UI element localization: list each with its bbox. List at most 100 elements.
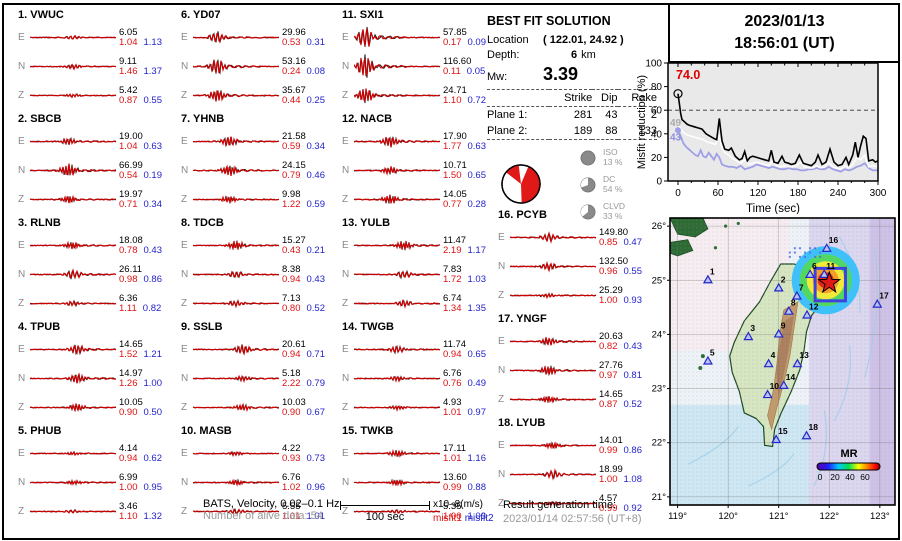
synthetic-trace (30, 34, 116, 40)
component-label: Z (181, 90, 188, 101)
trace-values: 20.63 0.82 0.43 (599, 331, 642, 352)
misfit1-value: 0.43 (282, 244, 301, 256)
amplitude-value: 14.01 (599, 434, 623, 446)
synthetic-trace (354, 194, 440, 204)
map-frame (669, 217, 896, 506)
component-label: Z (18, 402, 25, 413)
trace-values: 57.85 0.17 0.09 (443, 26, 486, 48)
misfit2-value: 0.82 (142, 302, 162, 314)
trace-values: 17.90 1.77 0.63 (443, 131, 486, 152)
misfit2-value: 0.43 (143, 244, 163, 256)
synthetic-trace (30, 372, 116, 384)
result-value: 2023/01/14 02:57:56 (UT+8) (503, 513, 642, 526)
misfit2-value: 1.32 (143, 510, 163, 522)
waveform-trace (193, 374, 279, 384)
misfit1-value: 0.82 (599, 340, 618, 352)
trace-values: 25.29 1.00 0.93 (599, 285, 642, 306)
trace-row: N 10.71 1.50 0.65 (342, 156, 500, 185)
misfit2-value: 1.37 (143, 65, 163, 77)
trace-values: 19.97 0.71 0.34 (119, 189, 162, 210)
amplitude-value: 7.83 (443, 263, 462, 275)
trace-values: 53.16 0.24 0.08 (282, 56, 325, 77)
station-panel: 3. RLNB E 18.08 0.78 0.43 N 26.11 0.98 0.86 Z 6.36… (18, 216, 176, 320)
amplitude-value: 57.85 (443, 26, 467, 38)
station-number: 13 (799, 350, 809, 360)
misfit2-value: 0.81 (623, 369, 643, 381)
waveform-trace (30, 344, 116, 356)
waveform-trace (193, 240, 279, 251)
component-label: E (181, 136, 188, 147)
trace-values: 6.36 1.11 0.82 (119, 292, 162, 314)
trace-values: 11.47 2.19 1.17 (443, 234, 486, 256)
amplitude-value: 11.47 (443, 234, 467, 246)
waveform-trace (30, 479, 116, 487)
amplitude-units: x10–8(m/s) (433, 499, 484, 510)
misfit1-value: 1.02 (282, 481, 301, 493)
waveform-trace (30, 93, 116, 99)
synthetic-trace (354, 57, 440, 77)
misfit1-value: 0.24 (282, 65, 301, 77)
trace-row: N 132.50 0.96 0.55 (498, 252, 656, 281)
station-name: 14. TWGB (342, 321, 394, 333)
misfit1-value: 0.53 (282, 36, 301, 48)
misfit1-value: 0.71 (119, 198, 138, 210)
y-tick-label: 40 (651, 129, 663, 140)
component-label: Z (342, 90, 349, 101)
amplitude-value: 24.15 (282, 159, 306, 171)
col-strike: Strike (549, 89, 593, 107)
trace-values: 14.01 0.99 0.86 (599, 434, 642, 456)
station-triangle (773, 328, 784, 338)
misfit2-value: 0.52 (623, 398, 643, 410)
station-triangle (792, 358, 803, 368)
component-label: N (181, 61, 189, 72)
misfit1-value: 0.79 (282, 169, 301, 181)
lat-tick-label: 26° (652, 221, 666, 232)
trace-row: E 17.90 1.77 0.63 (342, 127, 500, 156)
data-description: BATS, Velocity, 0.02–0.1 Hz Number of al… (203, 498, 340, 522)
misfit2-value: 0.86 (143, 273, 163, 285)
misfit1-value: 1.01 (443, 406, 462, 418)
misfit2-value: 1.35 (467, 302, 487, 314)
amplitude-value: 6.36 (119, 292, 138, 304)
component-label: Z (18, 90, 25, 101)
misfit1-value: 0.85 (599, 236, 618, 248)
trace-row: N 6.99 1.00 0.95 (18, 468, 176, 497)
misfit1-value: 1.00 (599, 294, 618, 306)
station-name: 7. YHNB (181, 113, 225, 125)
amplitude-value: 116.60 (443, 55, 472, 67)
amplitude-value: 17.11 (443, 442, 467, 454)
amplitude-value: 14.65 (599, 388, 623, 400)
misfit1-value: 0.94 (282, 348, 301, 360)
component-label: Z (181, 402, 188, 413)
amplitude-value: 26.11 (119, 263, 143, 275)
synthetic-trace (193, 136, 279, 147)
station-name: 10. MASB (181, 425, 232, 437)
waveform-trace (30, 508, 116, 514)
component-label: Z (181, 506, 188, 517)
lat-tick-label: 25° (652, 275, 666, 286)
trace-values: 29.96 0.53 0.31 (282, 27, 325, 48)
station-panel: 14. TWGB E 11.74 0.94 0.65 N 6.76 0.76 0.49 Z 4.93… (342, 320, 500, 424)
trace-values: 4.57 0.99 0.92 (599, 493, 642, 514)
trace-row: N 13.60 0.99 0.88 (342, 468, 500, 497)
misfit2-value: 0.96 (306, 481, 326, 493)
iso-beachball-icon (580, 150, 596, 165)
misfit2-value: 0.63 (143, 140, 163, 152)
decomposition-list: ISO 13 % DC 54 % CLVD 33 % (579, 144, 625, 225)
misfit2-value: 0.65 (467, 169, 487, 181)
misfit2-value: 0.73 (306, 452, 326, 464)
amplitude-value: 6.99 (119, 471, 138, 483)
synthetic-trace (30, 63, 116, 71)
x-tick-label: 120 (750, 188, 767, 199)
synthetic-trace (354, 448, 440, 459)
misfit2-value: 1.13 (143, 36, 163, 48)
trace-values: 9.11 1.46 1.37 (119, 56, 163, 77)
trace-values: 6.74 1.34 1.35 (443, 293, 487, 314)
synthetic-trace (354, 375, 440, 384)
misfit1-value: 1.00 (119, 481, 138, 493)
component-label: N (181, 477, 189, 488)
lon-tick-label: 122° (819, 511, 839, 522)
x-tick-label: 240 (830, 188, 847, 199)
trace-values: 5.35 1.00 1.03 (443, 501, 486, 522)
amplitude-value: 14.05 (443, 188, 467, 200)
